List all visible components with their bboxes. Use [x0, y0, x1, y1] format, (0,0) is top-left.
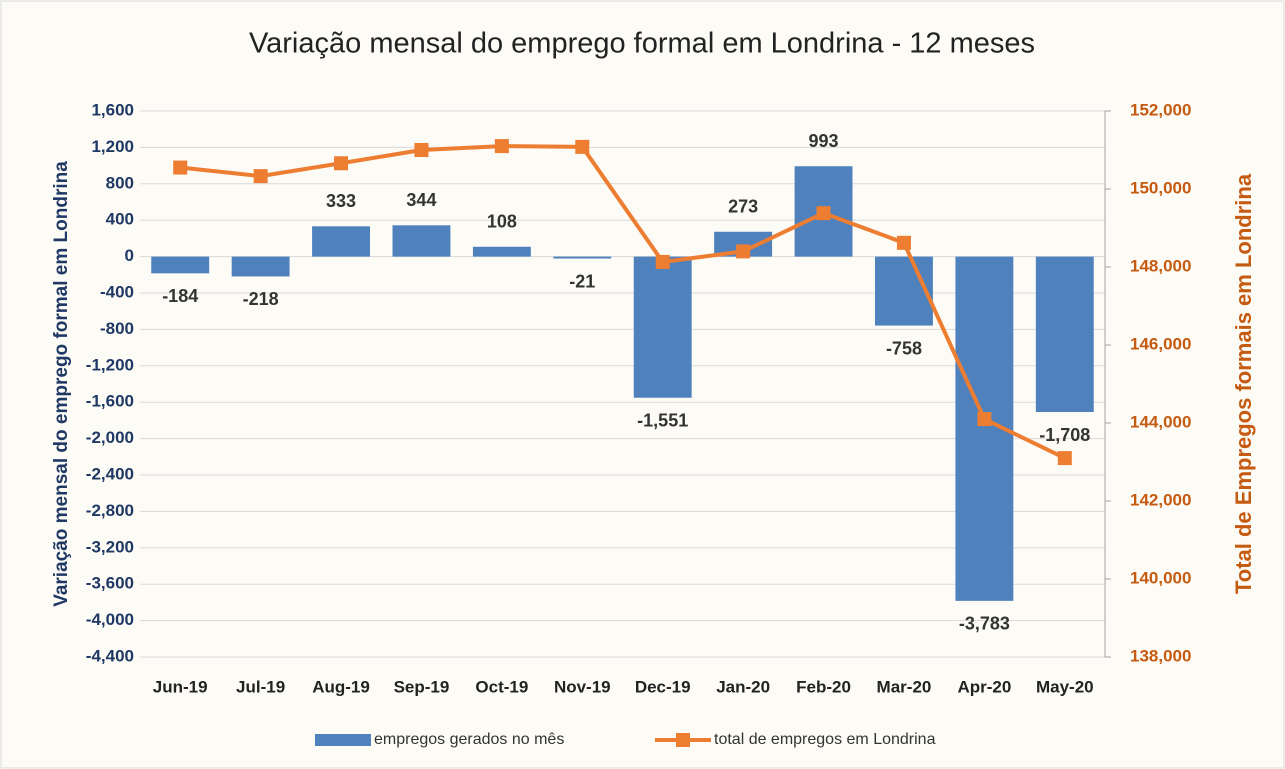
data-label: -184	[162, 286, 198, 306]
y2-tick-label: 140,000	[1130, 568, 1191, 587]
y2-tick-label: 150,000	[1130, 178, 1191, 197]
y-tick-label: -1,200	[86, 355, 134, 374]
y-tick-label: -3,200	[86, 537, 134, 556]
bar	[1035, 256, 1094, 413]
marker	[334, 156, 349, 171]
y2-axis-title: Total de Empregos formais em Londrina	[1231, 173, 1256, 594]
bar	[392, 225, 451, 257]
y2-tick-label: 146,000	[1130, 334, 1191, 353]
bar	[231, 256, 290, 277]
bar	[633, 256, 692, 398]
x-tick-label: Oct-19	[475, 677, 528, 696]
data-label: 108	[487, 212, 517, 232]
y-tick-label: -4,000	[86, 610, 134, 629]
x-tick-label: Jun-19	[153, 677, 208, 696]
data-label: -758	[886, 338, 922, 358]
marker	[253, 169, 268, 184]
bar	[312, 226, 370, 257]
x-tick-label: Jan-20	[716, 677, 770, 696]
marker	[1057, 451, 1072, 466]
data-label: -3,783	[959, 614, 1010, 634]
y-tick-label: -1,600	[86, 392, 134, 411]
data-label: -1,551	[637, 410, 688, 430]
y-tick-label: -2,000	[86, 428, 134, 447]
y-tick-label: 800	[106, 173, 134, 192]
x-tick-label: Dec-19	[635, 677, 691, 696]
bar	[875, 256, 933, 326]
y-axis-title: Variação mensal do emprego formal em Lon…	[51, 161, 72, 607]
y-tick-label: -4,400	[86, 646, 134, 665]
data-label: 333	[326, 191, 356, 211]
marker	[173, 160, 188, 175]
marker	[736, 244, 751, 259]
legend-swatch	[315, 734, 371, 746]
bar	[151, 256, 210, 274]
bar	[553, 256, 612, 259]
data-label: -1,708	[1039, 425, 1090, 445]
legend-marker	[676, 733, 690, 747]
x-tick-label: Mar-20	[877, 677, 932, 696]
x-tick-label: Aug-19	[312, 677, 370, 696]
bar	[472, 246, 531, 257]
y2-tick-label: 148,000	[1130, 256, 1191, 275]
y-tick-label: -2,800	[86, 501, 134, 520]
marker	[655, 254, 670, 269]
marker	[977, 412, 992, 427]
marker	[816, 206, 831, 221]
y2-tick-label: 142,000	[1130, 490, 1191, 509]
data-label: 993	[809, 131, 839, 151]
x-tick-label: Sep-19	[394, 677, 450, 696]
data-label: -21	[569, 271, 595, 291]
y-tick-label: -3,600	[86, 574, 134, 593]
x-tick-label: May-20	[1036, 677, 1094, 696]
data-label: 344	[406, 190, 436, 210]
data-label: 273	[728, 197, 758, 217]
marker	[414, 143, 429, 157]
y-tick-label: 400	[106, 210, 134, 229]
y2-tick-label: 152,000	[1130, 100, 1191, 119]
x-tick-label: Feb-20	[796, 677, 851, 696]
data-label: -218	[243, 289, 279, 309]
line	[179, 144, 1066, 460]
marker	[896, 235, 911, 250]
y2-tick-label: 144,000	[1130, 412, 1191, 431]
y-tick-label: 1,600	[91, 100, 134, 119]
chart-title: Variação mensal do emprego formal em Lon…	[249, 28, 1035, 60]
marker	[494, 139, 509, 154]
x-tick-label: Nov-19	[554, 677, 611, 696]
y2-tick-label: 138,000	[1130, 646, 1191, 665]
y-tick-label: 0	[125, 246, 134, 265]
legend-label: empregos gerados no mês	[374, 731, 564, 748]
marker	[575, 139, 590, 154]
legend-label: total de empregos em Londrina	[714, 731, 936, 748]
y-tick-label: -400	[100, 282, 134, 301]
y-tick-label: 1,200	[91, 137, 134, 156]
y-tick-label: -800	[100, 319, 134, 338]
y-tick-label: -2,400	[86, 464, 134, 483]
x-tick-label: Jul-19	[236, 677, 285, 696]
x-tick-label: Apr-20	[957, 677, 1011, 696]
